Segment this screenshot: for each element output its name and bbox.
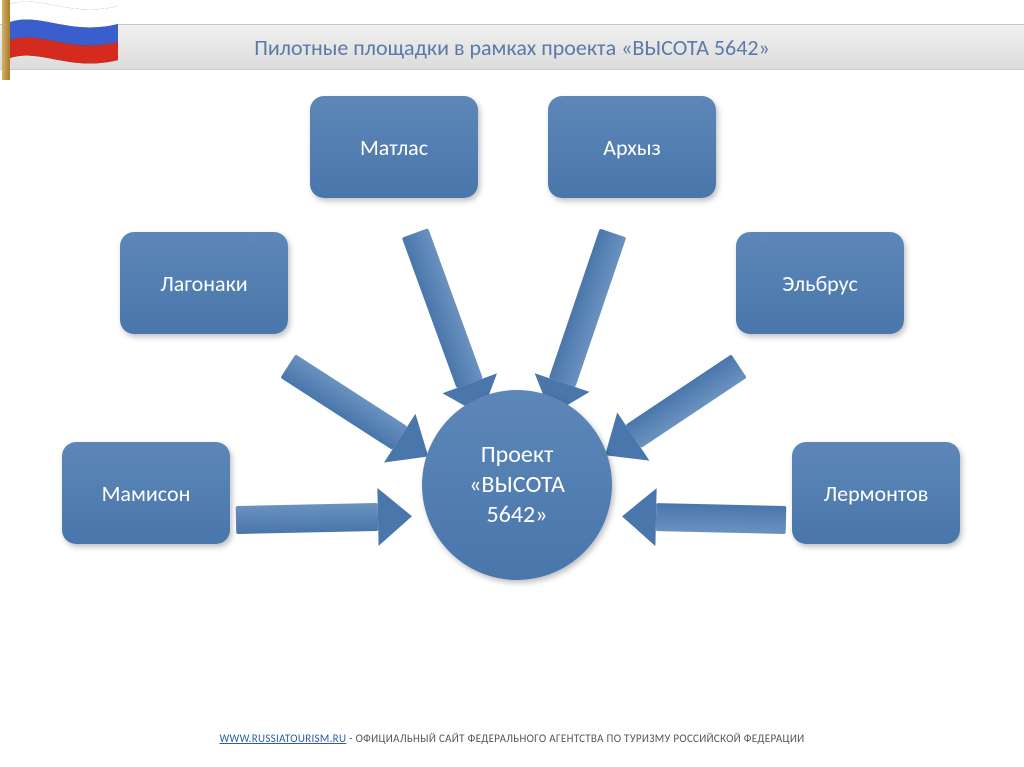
arrow-mamison [235, 487, 412, 549]
footer: WWW.RUSSIATOURISM.RU - ОФИЦИАЛЬНЫЙ САЙТ … [0, 732, 1024, 745]
node-matlas: Матлас [310, 96, 478, 198]
center-node: Проект «ВЫСОТА 5642» [422, 390, 612, 580]
footer-link[interactable]: WWW.RUSSIATOURISM.RU [219, 732, 346, 745]
flag-icon [0, 0, 120, 80]
node-lermontov: Лермонтов [792, 442, 960, 544]
header-bar: Пилотные площадки в рамках проекта «ВЫСО… [0, 24, 1024, 70]
diagram: Мамисон ЛагонакиМатлас АрхызЭльбрус Лермонт… [0, 70, 1024, 710]
arrow-lermontov [621, 487, 786, 549]
node-elbrus: Эльбрус [736, 232, 904, 334]
arrow-lagonaki [272, 342, 444, 482]
node-mamison: Мамисон [62, 442, 230, 544]
node-arkhyz: Архыз [548, 96, 716, 198]
footer-text: - ОФИЦИАЛЬНЫЙ САЙТ ФЕДЕРАЛЬНОГО АГЕНТСТВ… [346, 732, 804, 745]
arrow-elbrus [588, 342, 754, 480]
page-title: Пилотные площадки в рамках проекта «ВЫСО… [254, 34, 770, 61]
node-lagonaki: Лагонаки [120, 232, 288, 334]
